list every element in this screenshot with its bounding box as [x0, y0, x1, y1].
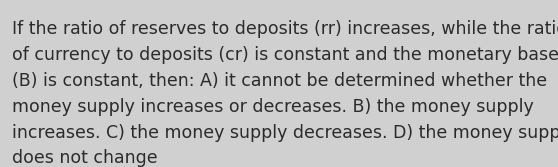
- Text: If the ratio of reserves to deposits (rr) increases, while the ratio: If the ratio of reserves to deposits (rr…: [12, 20, 558, 38]
- Text: does not change: does not change: [12, 149, 158, 167]
- Text: increases. C) the money supply decreases. D) the money supply: increases. C) the money supply decreases…: [12, 124, 558, 142]
- Text: of currency to deposits (cr) is constant and the monetary base: of currency to deposits (cr) is constant…: [12, 46, 558, 64]
- Text: (B) is constant, then: A) it cannot be determined whether the: (B) is constant, then: A) it cannot be d…: [12, 72, 547, 90]
- Text: money supply increases or decreases. B) the money supply: money supply increases or decreases. B) …: [12, 98, 534, 116]
